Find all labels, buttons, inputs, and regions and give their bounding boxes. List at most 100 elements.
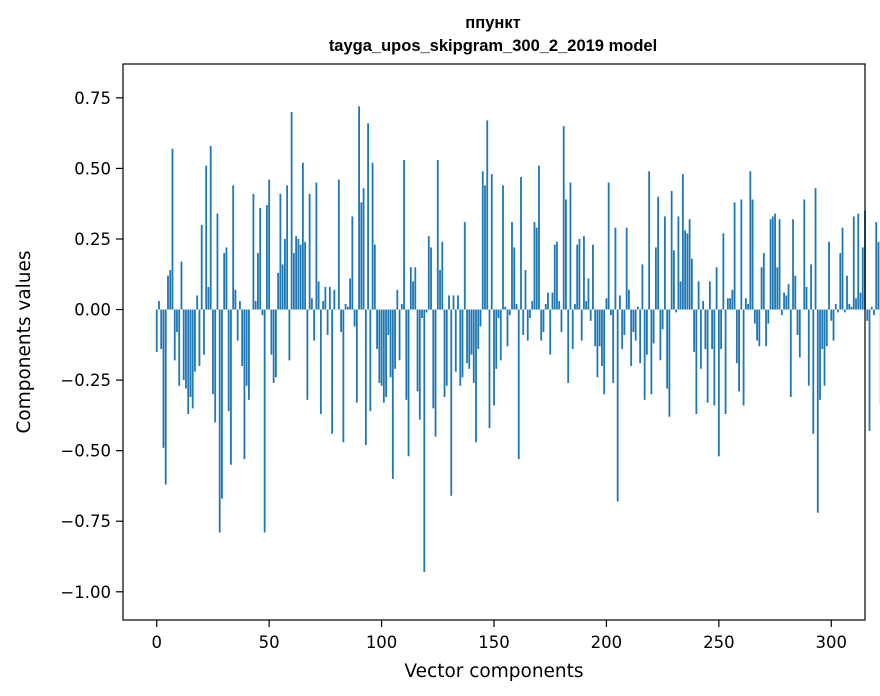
bar <box>371 162 374 310</box>
bar <box>236 309 239 341</box>
bar <box>580 309 583 341</box>
bar <box>155 309 158 352</box>
bar <box>358 106 360 310</box>
bar <box>493 309 495 406</box>
bar <box>167 275 169 310</box>
bar <box>765 309 767 347</box>
x-tick-label: 300 <box>816 633 848 652</box>
bar <box>351 216 354 310</box>
bar <box>861 247 864 310</box>
bar <box>681 174 684 310</box>
bar <box>857 213 860 310</box>
bar <box>623 309 626 335</box>
bar <box>661 309 664 330</box>
bar <box>297 238 300 310</box>
bar <box>459 309 462 386</box>
bar <box>751 199 754 310</box>
bar <box>639 309 642 364</box>
bar <box>326 309 329 335</box>
y-tick-label: −0.75 <box>60 512 111 531</box>
bar <box>742 309 745 406</box>
bar <box>556 241 558 310</box>
bar <box>391 309 394 479</box>
chart-title-line-2: tayga_upos_skipgram_300_2_2019 model <box>329 37 657 55</box>
bar <box>848 303 851 310</box>
bar <box>668 309 671 417</box>
bar <box>317 281 320 310</box>
bar <box>717 309 720 457</box>
bar <box>387 309 390 335</box>
bar <box>468 309 471 369</box>
y-tick-label: −0.50 <box>60 442 111 461</box>
bar <box>396 289 399 310</box>
bar <box>756 309 758 341</box>
bar <box>369 309 372 412</box>
bar <box>448 295 450 310</box>
bar <box>423 309 426 573</box>
bar <box>720 309 722 350</box>
bar <box>299 244 302 310</box>
bar <box>481 171 484 310</box>
bar <box>535 227 538 310</box>
bar <box>378 309 381 383</box>
bar <box>342 309 345 443</box>
bar <box>248 309 250 400</box>
bar <box>416 309 419 392</box>
bar <box>340 309 342 333</box>
bar <box>223 253 226 310</box>
bar <box>400 303 403 310</box>
bar <box>533 222 536 310</box>
bar <box>475 309 477 443</box>
bar <box>486 120 489 310</box>
bar <box>616 309 619 502</box>
bar <box>794 275 797 310</box>
bar <box>684 230 687 310</box>
bar <box>650 309 653 395</box>
bar <box>373 244 376 310</box>
bar <box>870 306 873 310</box>
bar <box>677 216 680 310</box>
bar <box>333 289 336 310</box>
bar <box>490 174 493 310</box>
bar <box>439 270 441 310</box>
bar <box>380 309 383 386</box>
bar <box>578 238 581 310</box>
bar <box>828 241 830 310</box>
bar <box>277 272 280 310</box>
bar <box>443 309 446 398</box>
bar <box>245 309 248 386</box>
bar <box>376 309 378 350</box>
bar <box>463 222 466 310</box>
bar <box>619 295 621 310</box>
bar <box>389 309 392 378</box>
bar <box>207 286 210 310</box>
bar <box>218 309 221 533</box>
bar <box>239 301 241 310</box>
bar <box>520 176 522 310</box>
bar <box>724 309 727 414</box>
bar <box>634 309 637 341</box>
bar <box>230 309 232 465</box>
bar <box>630 309 633 366</box>
bar <box>729 298 731 310</box>
bar <box>798 309 801 358</box>
bar <box>283 238 286 310</box>
bar <box>657 196 660 310</box>
bar <box>796 309 799 335</box>
bar <box>313 309 316 341</box>
bars-group <box>155 106 880 573</box>
y-tick-label: 0.75 <box>74 89 111 108</box>
bar <box>364 309 367 446</box>
bar <box>814 188 817 310</box>
bar <box>409 267 412 310</box>
bar <box>524 270 527 310</box>
bar <box>216 213 219 310</box>
bar <box>704 309 707 350</box>
bar <box>362 188 365 310</box>
bar <box>484 185 486 310</box>
x-axis-ticks: 0 50 100 150 200 250 300 <box>151 620 847 652</box>
y-axis-label: Components values <box>14 250 35 433</box>
bar <box>567 309 570 383</box>
x-tick-label: 250 <box>703 633 735 652</box>
